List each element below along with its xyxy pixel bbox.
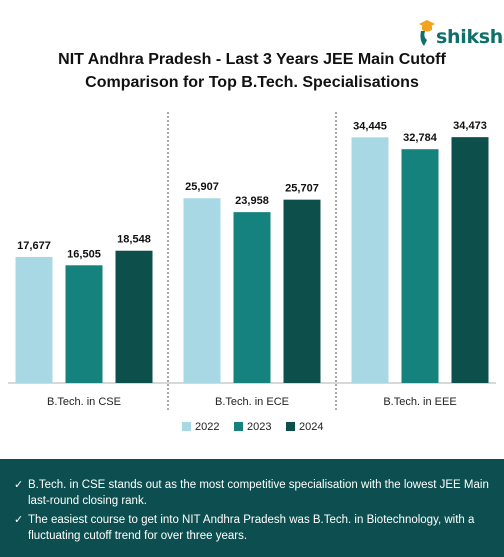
data-label: 25,707 [285,183,319,195]
legend-label: 2022 [195,421,219,433]
bar-2022 [351,137,389,383]
bar-2023 [65,265,103,383]
data-label: 23,958 [235,195,269,207]
bar-2024 [451,137,489,383]
legend-label: 2024 [299,421,323,433]
insight-text: B.Tech. in CSE stands out as the most co… [28,479,489,507]
bar-2024 [115,250,153,383]
chart-title-line-2: Comparison for Top B.Tech. Specialisatio… [85,74,419,91]
shiksha-logo: shiksha [416,16,504,54]
insight-text: The easiest course to get into NIT Andhr… [28,514,475,542]
data-label: 18,548 [117,234,151,246]
legend-swatch-2023 [234,422,243,431]
bar-2023 [233,212,271,383]
data-label: 25,907 [185,181,219,193]
data-label: 17,677 [17,240,51,252]
data-label: 34,445 [353,120,387,132]
legend-swatch-2022 [182,422,191,431]
insight-note: ✓ B.Tech. in CSE stands out as the most … [14,477,490,509]
chart-title-line-1: NIT Andhra Pradesh - Last 3 Years JEE Ma… [58,51,446,68]
category-label: B.Tech. in ECE [215,396,289,408]
bar-2022 [15,256,53,383]
graduate-icon [419,20,435,46]
category-label: B.Tech. in CSE [47,396,121,408]
chart-title: NIT Andhra Pradesh - Last 3 Years JEE Ma… [0,48,504,94]
legend-swatch-2024 [286,422,295,431]
insights-panel: ✓ B.Tech. in CSE stands out as the most … [0,459,504,557]
bar-2023 [401,149,439,383]
legend-label: 2023 [247,421,271,433]
data-label: 34,473 [453,120,487,132]
brand-name: shiksha [436,26,504,48]
bar-2024 [283,199,321,383]
check-icon: ✓ [14,479,24,491]
data-label: 32,784 [403,132,438,144]
bar-2022 [183,198,221,383]
check-icon: ✓ [14,514,24,526]
category-label: B.Tech. in EEE [383,396,456,408]
bar-chart: 17,677 16,505 18,548 B.Tech. in CSE 25,907 23… [8,112,496,433]
insight-note: ✓ The easiest course to get into NIT And… [14,512,490,544]
data-label: 16,505 [67,248,101,260]
